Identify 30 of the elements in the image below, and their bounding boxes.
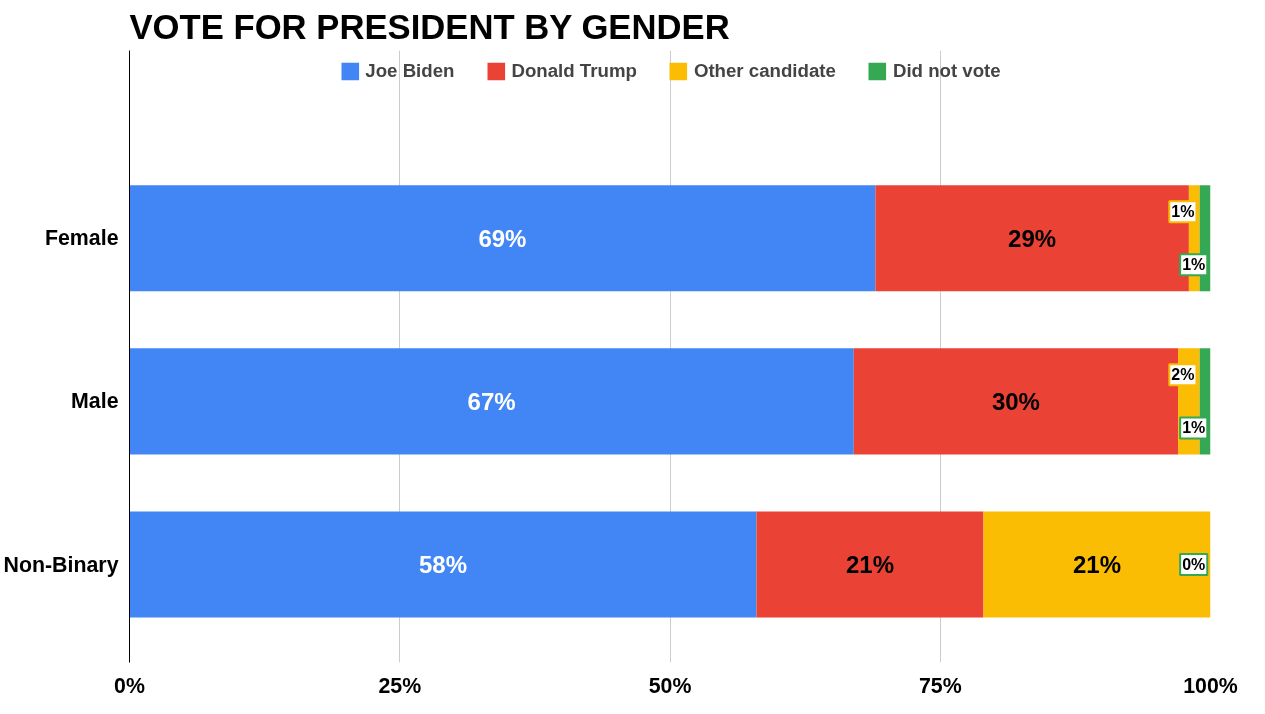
data-label: 21%	[1072, 551, 1122, 579]
bar	[129, 511, 757, 618]
legend-label: Joe Biden	[365, 60, 455, 82]
data-label: 69%	[478, 224, 527, 252]
y-tick-label: Non-Binary	[3, 552, 119, 577]
data-label: 0%	[1182, 556, 1206, 574]
data-label: 30%	[991, 387, 1040, 415]
data-label: 67%	[467, 387, 516, 415]
bar	[983, 511, 1211, 618]
data-label: 58%	[418, 551, 468, 579]
y-tick-label: Female	[45, 226, 119, 251]
chart-title: VOTE FOR PRESIDENT BY GENDER	[129, 7, 730, 46]
x-tick-label: 50%	[648, 673, 692, 698]
data-label: 1%	[1182, 256, 1206, 274]
bar	[756, 511, 984, 618]
legend-label: Donald Trump	[511, 60, 637, 82]
data-label: 21%	[845, 551, 895, 579]
legend-label: Other candidate	[693, 60, 836, 82]
bar	[129, 185, 876, 292]
x-tick-label: 100%	[1183, 673, 1238, 698]
x-tick-label: 25%	[378, 673, 422, 698]
data-label: 29%	[1008, 224, 1057, 252]
data-label: 1%	[1171, 203, 1195, 221]
data-label: 1%	[1182, 419, 1206, 437]
y-tick-label: Male	[71, 389, 119, 414]
x-tick-label: 75%	[918, 673, 962, 698]
bar	[129, 348, 854, 455]
data-label: 2%	[1171, 366, 1195, 384]
x-tick-label: 0%	[114, 673, 145, 698]
legend-label: Did not vote	[892, 60, 1001, 82]
